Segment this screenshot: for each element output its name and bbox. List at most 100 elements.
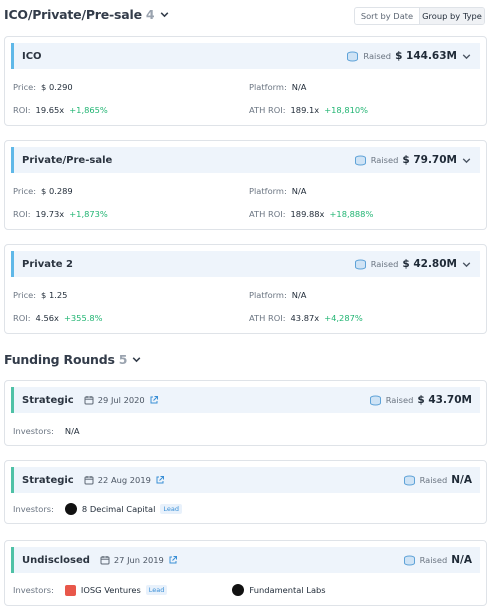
chevron-down-icon[interactable]: [131, 354, 142, 365]
round-date: 29 Jul 2020: [97, 395, 145, 405]
roi-percent: +355.8%: [63, 313, 103, 323]
funding-round-header: Strategic 29 Jul 2020 Raised $ 43.70M: [11, 387, 480, 413]
price-label: Price:: [13, 186, 37, 196]
sale-card-ico: ICO Raised $ 144.63M Price: $ 0.290 Plat…: [4, 36, 487, 126]
raised-value: $ 43.70M: [417, 394, 472, 406]
sale-card-private-2: Private 2 Raised $ 42.80M Price: $ 1.25 …: [4, 244, 487, 334]
coins-icon: [369, 391, 382, 410]
price-value: $ 1.25: [41, 290, 68, 300]
price-value: $ 0.289: [41, 186, 73, 196]
roi-value: 19.65x: [35, 105, 65, 115]
funding-round-card: Undisclosed 27 Jun 2019 Raised N/A Inves…: [4, 540, 487, 606]
price-label: Price:: [13, 290, 37, 300]
ath-roi-percent: +4,287%: [324, 313, 363, 323]
investors-row: Investors: 8 Decimal Capital Lead: [13, 503, 183, 515]
coins-icon: [346, 47, 359, 66]
chevron-down-icon[interactable]: [461, 47, 472, 66]
sale-card-header[interactable]: Private 2 Raised $ 42.80M: [11, 251, 480, 277]
ico-section-title: ICO/Private/Pre-sale: [4, 7, 142, 22]
round-date: 22 Aug 2019: [97, 475, 151, 485]
round-type: Strategic: [22, 394, 74, 406]
roi-value: 19.73x: [35, 209, 65, 219]
ath-roi-value: 189.88x: [290, 209, 325, 219]
roi-row: ROI: 19.65x +1,865%: [13, 105, 108, 115]
investor-logo: [64, 584, 76, 596]
chevron-down-icon[interactable]: [461, 151, 472, 170]
round-type: Undisclosed: [22, 554, 90, 566]
chevron-down-icon[interactable]: [461, 255, 472, 274]
coins-icon: [354, 255, 367, 274]
platform-label: Platform:: [249, 290, 287, 300]
platform-row: Platform: N/A: [249, 186, 306, 196]
ath-roi-label: ATH ROI:: [249, 209, 286, 219]
ath-roi-row: ATH ROI: 189.88x +18,888%: [249, 209, 373, 219]
ath-roi-value: 43.87x: [290, 313, 320, 323]
ath-roi-percent: +18,888%: [329, 209, 374, 219]
ath-roi-label: ATH ROI:: [249, 313, 286, 323]
raised-label: Raised: [370, 155, 399, 165]
raised-label: Raised: [385, 395, 414, 405]
price-row: Price: $ 0.290: [13, 82, 73, 92]
round-type: Strategic: [22, 474, 74, 486]
roi-row: ROI: 19.73x +1,873%: [13, 209, 108, 219]
ath-roi-percent: +18,810%: [324, 105, 369, 115]
funding-round-header: Strategic 22 Aug 2019 Raised N/A: [11, 467, 480, 493]
platform-label: Platform:: [249, 186, 287, 196]
raised-value: N/A: [451, 554, 472, 566]
external-link-icon[interactable]: [155, 475, 165, 485]
sale-card-header[interactable]: ICO Raised $ 144.63M: [11, 43, 480, 69]
funding-round-header: Undisclosed 27 Jun 2019 Raised N/A: [11, 547, 480, 573]
sort-by-date-button[interactable]: Sort by Date: [360, 11, 414, 21]
investors-label: Investors:: [13, 504, 54, 514]
ico-section-count: 4: [145, 7, 155, 22]
funding-round-card: Strategic 22 Aug 2019 Raised N/A Investo…: [4, 460, 487, 524]
investor-logo: [64, 503, 77, 515]
coins-icon: [354, 151, 367, 170]
coins-icon: [403, 471, 416, 490]
raised-value: $ 42.80M: [402, 258, 457, 270]
calendar-icon: [84, 475, 94, 485]
coins-icon: [403, 551, 416, 570]
platform-value: N/A: [291, 290, 307, 300]
sale-card-header[interactable]: Private/Pre-sale Raised $ 79.70M: [11, 147, 480, 173]
ath-roi-row: ATH ROI: 189.1x +18,810%: [249, 105, 368, 115]
lead-badge: Lead: [160, 504, 183, 514]
raised-label: Raised: [363, 51, 392, 61]
ath-roi-value: 189.1x: [290, 105, 320, 115]
sort-group-toggle: Sort by Date Group by Type: [354, 7, 485, 25]
group-by-type-button[interactable]: Group by Type: [419, 8, 484, 24]
chevron-down-icon[interactable]: [159, 9, 170, 20]
investor-name[interactable]: Fundamental Labs: [249, 585, 326, 595]
ico-section-header[interactable]: ICO/Private/Pre-sale 4: [4, 7, 170, 22]
raised-label: Raised: [419, 555, 448, 565]
price-label: Price:: [13, 82, 37, 92]
investor-name[interactable]: IOSG Ventures: [80, 585, 141, 595]
price-value: $ 0.290: [41, 82, 73, 92]
lead-badge: Lead: [145, 585, 168, 595]
roi-percent: +1,873%: [69, 209, 108, 219]
funding-round-card: Strategic 29 Jul 2020 Raised $ 43.70M In…: [4, 380, 487, 446]
external-link-icon[interactable]: [168, 555, 178, 565]
round-date: 27 Jun 2019: [113, 555, 164, 565]
roi-value: 4.56x: [35, 313, 59, 323]
investors-label: Investors:: [13, 585, 54, 595]
external-link-icon[interactable]: [149, 395, 159, 405]
investors-row: Investors: N/A: [13, 426, 80, 436]
investors-value: N/A: [64, 426, 80, 436]
platform-value: N/A: [291, 186, 307, 196]
raised-value: $ 144.63M: [395, 50, 457, 62]
roi-row: ROI: 4.56x +355.8%: [13, 313, 103, 323]
platform-label: Platform:: [249, 82, 287, 92]
raised-value: $ 79.70M: [402, 154, 457, 166]
roi-label: ROI:: [13, 105, 31, 115]
sale-card-title: ICO: [22, 50, 42, 62]
ath-roi-row: ATH ROI: 43.87x +4,287%: [249, 313, 363, 323]
funding-section-header[interactable]: Funding Rounds 5: [4, 352, 142, 367]
raised-label: Raised: [370, 259, 399, 269]
funding-section-count: 5: [118, 352, 128, 367]
investor-name[interactable]: 8 Decimal Capital: [81, 504, 156, 514]
sale-card-title: Private 2: [22, 258, 73, 270]
investors-label: Investors:: [13, 426, 54, 436]
platform-row: Platform: N/A: [249, 82, 306, 92]
calendar-icon: [100, 555, 110, 565]
